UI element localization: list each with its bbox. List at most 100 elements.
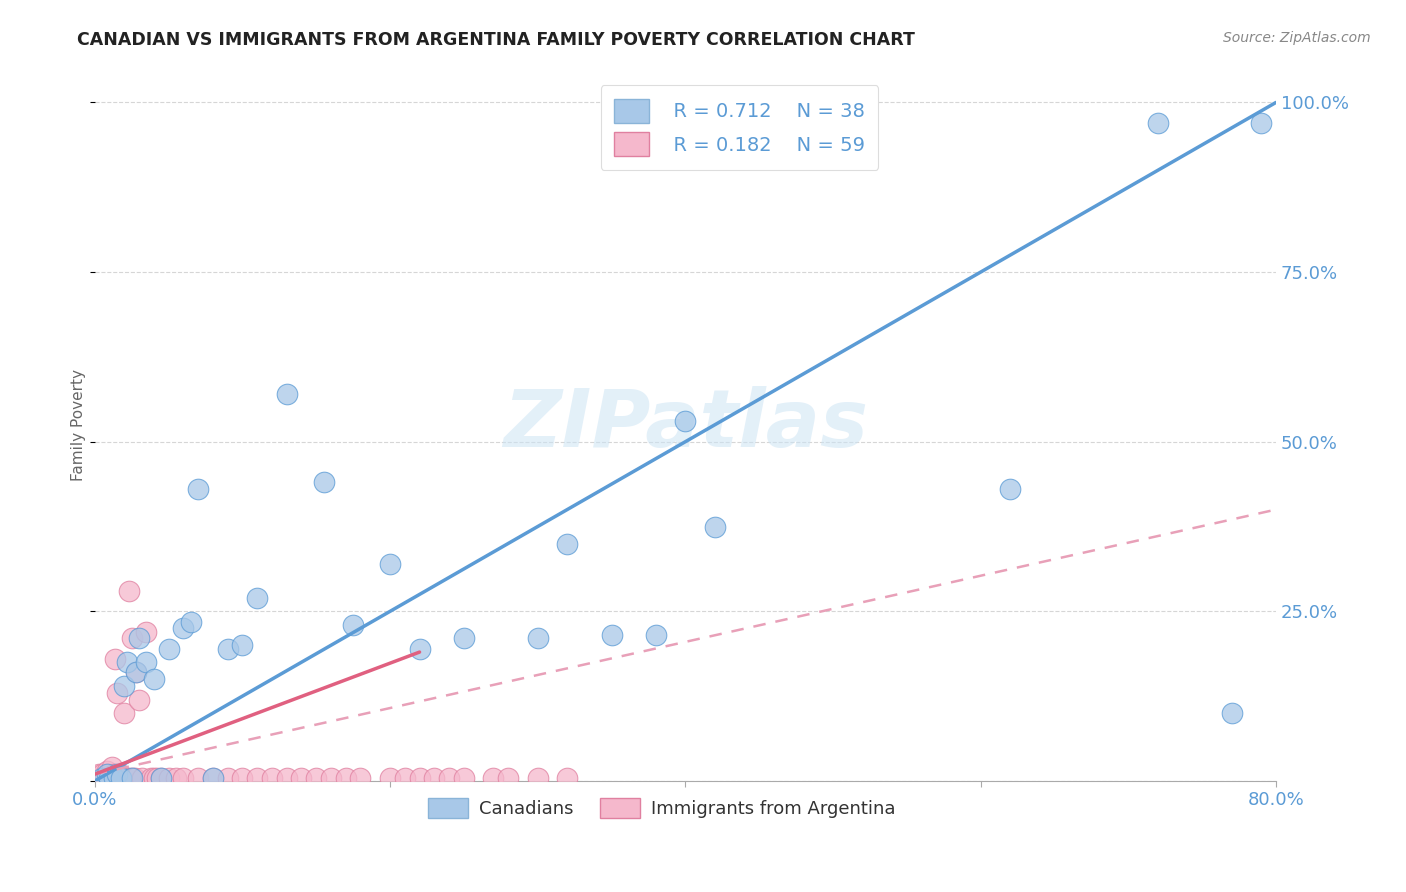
Point xyxy=(437,771,460,785)
Point xyxy=(100,771,122,785)
Point xyxy=(526,632,548,646)
Point xyxy=(165,771,187,785)
Point xyxy=(305,771,328,785)
Point xyxy=(150,771,173,785)
Point xyxy=(1146,116,1168,130)
Point xyxy=(124,771,146,785)
Point xyxy=(96,767,118,781)
Point xyxy=(644,628,666,642)
Point xyxy=(555,536,578,550)
Point xyxy=(103,767,125,781)
Point xyxy=(231,771,253,785)
Point xyxy=(319,771,342,785)
Point xyxy=(408,771,430,785)
Point xyxy=(290,771,312,785)
Point xyxy=(111,771,134,785)
Point xyxy=(453,771,475,785)
Point xyxy=(112,679,135,693)
Point xyxy=(157,641,180,656)
Point xyxy=(110,771,132,785)
Point xyxy=(600,628,623,642)
Point xyxy=(104,652,127,666)
Point xyxy=(342,618,364,632)
Point xyxy=(703,519,725,533)
Point xyxy=(118,584,141,599)
Point xyxy=(312,475,335,490)
Point xyxy=(91,767,114,781)
Point xyxy=(98,771,121,785)
Point xyxy=(555,771,578,785)
Point xyxy=(110,771,132,785)
Point xyxy=(101,760,124,774)
Point xyxy=(112,706,135,720)
Point xyxy=(217,771,239,785)
Point xyxy=(378,557,401,571)
Point xyxy=(90,771,112,785)
Point xyxy=(94,771,117,785)
Point xyxy=(172,771,194,785)
Point xyxy=(89,767,111,781)
Point xyxy=(125,665,148,680)
Point xyxy=(378,771,401,785)
Point xyxy=(91,771,114,785)
Point xyxy=(97,767,120,781)
Point xyxy=(135,655,157,669)
Point xyxy=(105,767,128,781)
Point xyxy=(423,771,446,785)
Point xyxy=(93,771,115,785)
Text: Source: ZipAtlas.com: Source: ZipAtlas.com xyxy=(1223,31,1371,45)
Point xyxy=(145,771,167,785)
Point xyxy=(453,632,475,646)
Point xyxy=(408,641,430,656)
Y-axis label: Family Poverty: Family Poverty xyxy=(72,368,86,481)
Text: CANADIAN VS IMMIGRANTS FROM ARGENTINA FAMILY POVERTY CORRELATION CHART: CANADIAN VS IMMIGRANTS FROM ARGENTINA FA… xyxy=(77,31,915,49)
Point xyxy=(180,615,202,629)
Point xyxy=(187,482,209,496)
Point xyxy=(120,771,142,785)
Point xyxy=(107,771,129,785)
Point xyxy=(157,771,180,785)
Point xyxy=(1250,116,1272,130)
Point xyxy=(201,771,224,785)
Point xyxy=(526,771,548,785)
Point xyxy=(122,771,145,785)
Point xyxy=(496,771,519,785)
Point xyxy=(201,771,224,785)
Text: ZIPatlas: ZIPatlas xyxy=(503,385,868,464)
Point xyxy=(139,771,162,785)
Point xyxy=(115,771,138,785)
Point xyxy=(276,771,298,785)
Point xyxy=(217,641,239,656)
Point xyxy=(128,692,150,706)
Point xyxy=(231,638,253,652)
Point xyxy=(135,624,157,639)
Point xyxy=(114,771,136,785)
Point xyxy=(394,771,416,785)
Point xyxy=(121,632,143,646)
Point xyxy=(673,414,696,428)
Point xyxy=(121,771,143,785)
Point xyxy=(187,771,209,785)
Point xyxy=(260,771,283,785)
Point xyxy=(142,771,165,785)
Point xyxy=(349,771,371,785)
Point xyxy=(125,665,148,680)
Point xyxy=(108,767,131,781)
Point xyxy=(335,771,357,785)
Point xyxy=(998,482,1021,496)
Point xyxy=(86,771,108,785)
Point xyxy=(131,771,153,785)
Point xyxy=(115,655,138,669)
Point xyxy=(142,672,165,686)
Point xyxy=(246,771,269,785)
Point xyxy=(96,764,118,778)
Point xyxy=(276,387,298,401)
Point xyxy=(246,591,269,605)
Point xyxy=(103,771,125,785)
Point xyxy=(482,771,505,785)
Point xyxy=(98,771,121,785)
Legend: Canadians, Immigrants from Argentina: Canadians, Immigrants from Argentina xyxy=(420,791,903,825)
Point xyxy=(1220,706,1243,720)
Point xyxy=(150,771,173,785)
Point xyxy=(172,621,194,635)
